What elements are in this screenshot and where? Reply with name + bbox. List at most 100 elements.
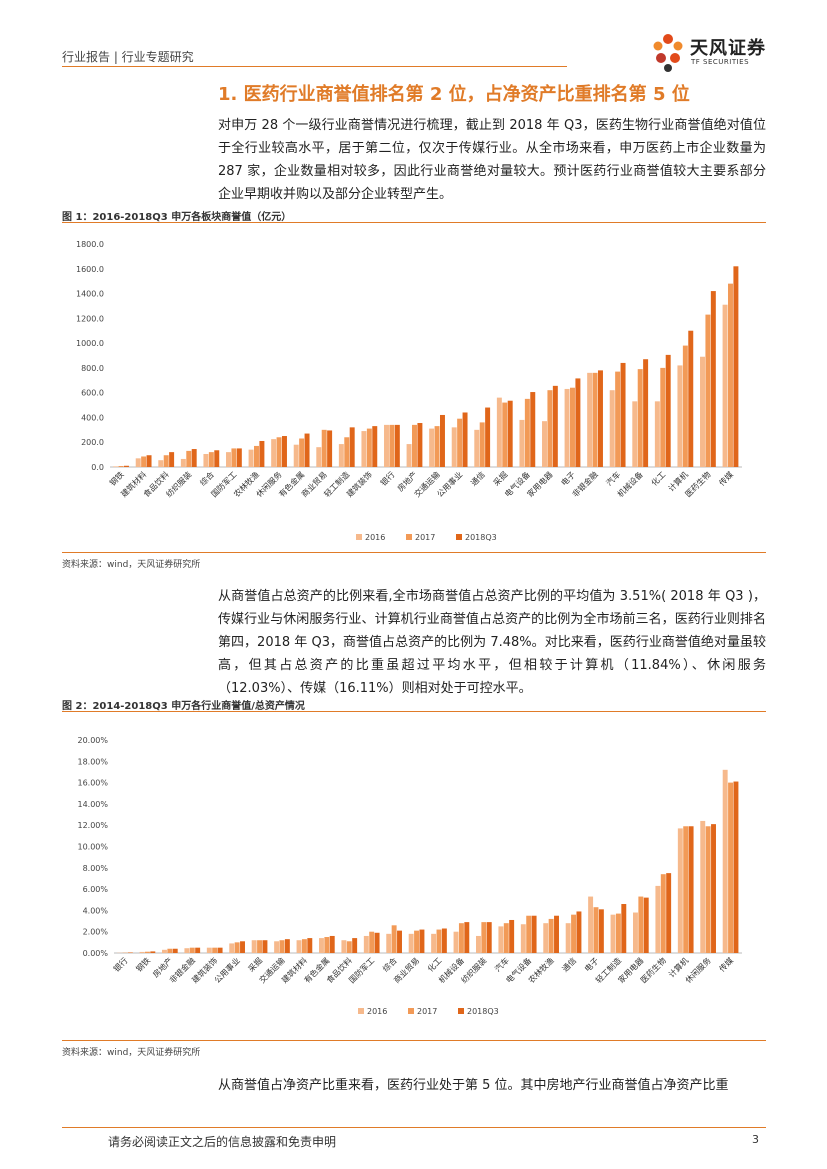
bar-2018Q3 [621, 904, 627, 953]
legend-swatch [406, 534, 412, 540]
bar-2018Q3 [439, 414, 445, 467]
bar-2017 [257, 940, 263, 953]
legend-label: 2018Q3 [465, 533, 497, 542]
bar-2017 [571, 914, 577, 953]
bar-2018Q3 [688, 826, 694, 953]
bar-2018Q3 [169, 452, 175, 467]
bar-2017 [414, 930, 420, 953]
bar-2018Q3 [214, 450, 220, 467]
chart-1-svg: 0.0 200.0 400.0 600.0 800.0 1000.0 1200.0 1400.… [76, 240, 742, 542]
bar-2017 [548, 918, 554, 953]
bar-2018Q3 [509, 919, 515, 953]
paragraph-2: 从商誉值占总资产的比例来看,全市场商誉值占总资产比例的平均值为 3.51%( 2… [218, 589, 766, 696]
x-tick-label: 传媒 [717, 469, 735, 487]
bar-2016 [248, 449, 254, 467]
bar-2018Q3 [397, 930, 402, 953]
bar-2017 [524, 398, 530, 467]
bar-2016 [406, 444, 412, 467]
bar-2016 [451, 427, 457, 467]
section-title: 1. 医药行业商誉值排名第 2 位，占净资产比重排名第 5 位 [218, 84, 690, 105]
y-tick-label: 0.00% [83, 949, 109, 958]
bar-2017 [502, 402, 508, 467]
logo-subtitle: TF SECURITIES [691, 58, 750, 66]
bar-2017 [344, 437, 350, 467]
bar-2017 [436, 929, 442, 953]
y-tick-label: 1800.0 [76, 240, 104, 249]
figure-2-bottom-rule [62, 1040, 766, 1041]
bar-2018Q3 [464, 922, 470, 953]
legend-swatch [356, 534, 362, 540]
figure-2-title: 图 2：2014-2018Q3 申万各行业商誉值/总资产情况 [62, 701, 305, 712]
bar-2018Q3 [236, 448, 242, 467]
bar-2017 [615, 371, 621, 467]
bar-2017 [189, 947, 195, 953]
figure-2-top-rule [62, 711, 766, 712]
bar-2016 [184, 948, 190, 953]
bar-2018Q3 [620, 362, 626, 467]
bar-2017 [391, 925, 397, 953]
y-tick-label: 16.00% [77, 779, 108, 788]
legend-swatch [458, 1008, 464, 1014]
bar-2018Q3 [374, 932, 380, 953]
figure-2-chart: 0.00% 2.00% 4.00% 6.00% 8.00% 10.00% 12.00% 14.… [62, 716, 766, 1040]
bar-2016 [161, 949, 167, 953]
bar-2016 [318, 938, 324, 953]
bar-2017 [369, 931, 375, 953]
bar-2016 [229, 943, 235, 953]
bar-2016 [565, 923, 571, 953]
bar-2016 [316, 447, 322, 467]
bar-2018Q3 [710, 291, 716, 467]
bar-2016 [722, 769, 728, 953]
bar-2018Q3 [259, 440, 265, 467]
bar-2018Q3 [643, 359, 649, 467]
bar-2016 [226, 452, 231, 467]
bar-2018Q3 [352, 938, 358, 953]
page-number: 3 [752, 1133, 759, 1146]
paragraph-1: 对申万 28 个一级行业商誉情况进行梳理，截止到 2018 年 Q3，医药生物行… [218, 118, 766, 202]
bar-2017 [167, 948, 173, 953]
bar-2018Q3 [419, 929, 425, 953]
figure-2-source: 资料来源：wind，天风证券研究所 [62, 1048, 201, 1058]
bar-2017 [705, 314, 711, 467]
x-tick-label: 采掘 [246, 955, 264, 973]
figure-1-chart: 0.0 200.0 400.0 600.0 800.0 1000.0 1200.0 1400.… [62, 226, 766, 552]
bar-2018Q3 [576, 911, 582, 953]
bar-2018Q3 [217, 947, 223, 953]
bar-2017 [144, 951, 150, 953]
bar-2016 [139, 951, 145, 953]
paragraph-3: 从商誉值占净资产比重来看，医药行业处于第 5 位。其中房地产行业商誉值占净资产比… [218, 1078, 729, 1093]
bar-2018Q3 [146, 455, 152, 467]
bar-2016 [135, 458, 141, 467]
bar-2016 [431, 933, 437, 953]
figure-1-title: 图 1：2016-2018Q3 申万各板块商誉值（亿元） [62, 212, 292, 223]
bar-2016 [361, 431, 367, 467]
legend-label: 2016 [365, 533, 385, 542]
y-tick-label: 4.00% [83, 906, 109, 915]
bar-2017 [279, 940, 285, 953]
legend-swatch [456, 534, 462, 540]
x-tick-label: 钢铁 [107, 469, 125, 487]
bar-2018Q3 [530, 392, 536, 467]
bar-2016 [587, 372, 593, 467]
bar-2018Q3 [240, 941, 245, 953]
bar-2018Q3 [281, 436, 287, 467]
bar-2017 [592, 372, 598, 467]
bar-2017 [118, 466, 124, 467]
legend-label: 2017 [417, 1007, 437, 1016]
bar-2018Q3 [554, 915, 559, 953]
y-tick-label: 0.0 [91, 463, 104, 472]
bar-2018Q3 [507, 400, 513, 467]
bar-2017 [141, 456, 147, 467]
bar-2016 [722, 304, 728, 467]
bar-2018Q3 [643, 897, 649, 953]
bar-2017 [615, 913, 621, 953]
bar-2016 [632, 401, 638, 467]
x-tick-label: 银行 [378, 469, 396, 487]
bar-2018Q3 [191, 449, 197, 467]
bar-2016 [293, 444, 299, 467]
x-tick-label: 通信 [560, 955, 578, 973]
bar-2017 [479, 422, 485, 467]
bar-2017 [324, 937, 330, 953]
bar-2016 [203, 453, 209, 467]
bar-2018Q3 [597, 370, 603, 467]
